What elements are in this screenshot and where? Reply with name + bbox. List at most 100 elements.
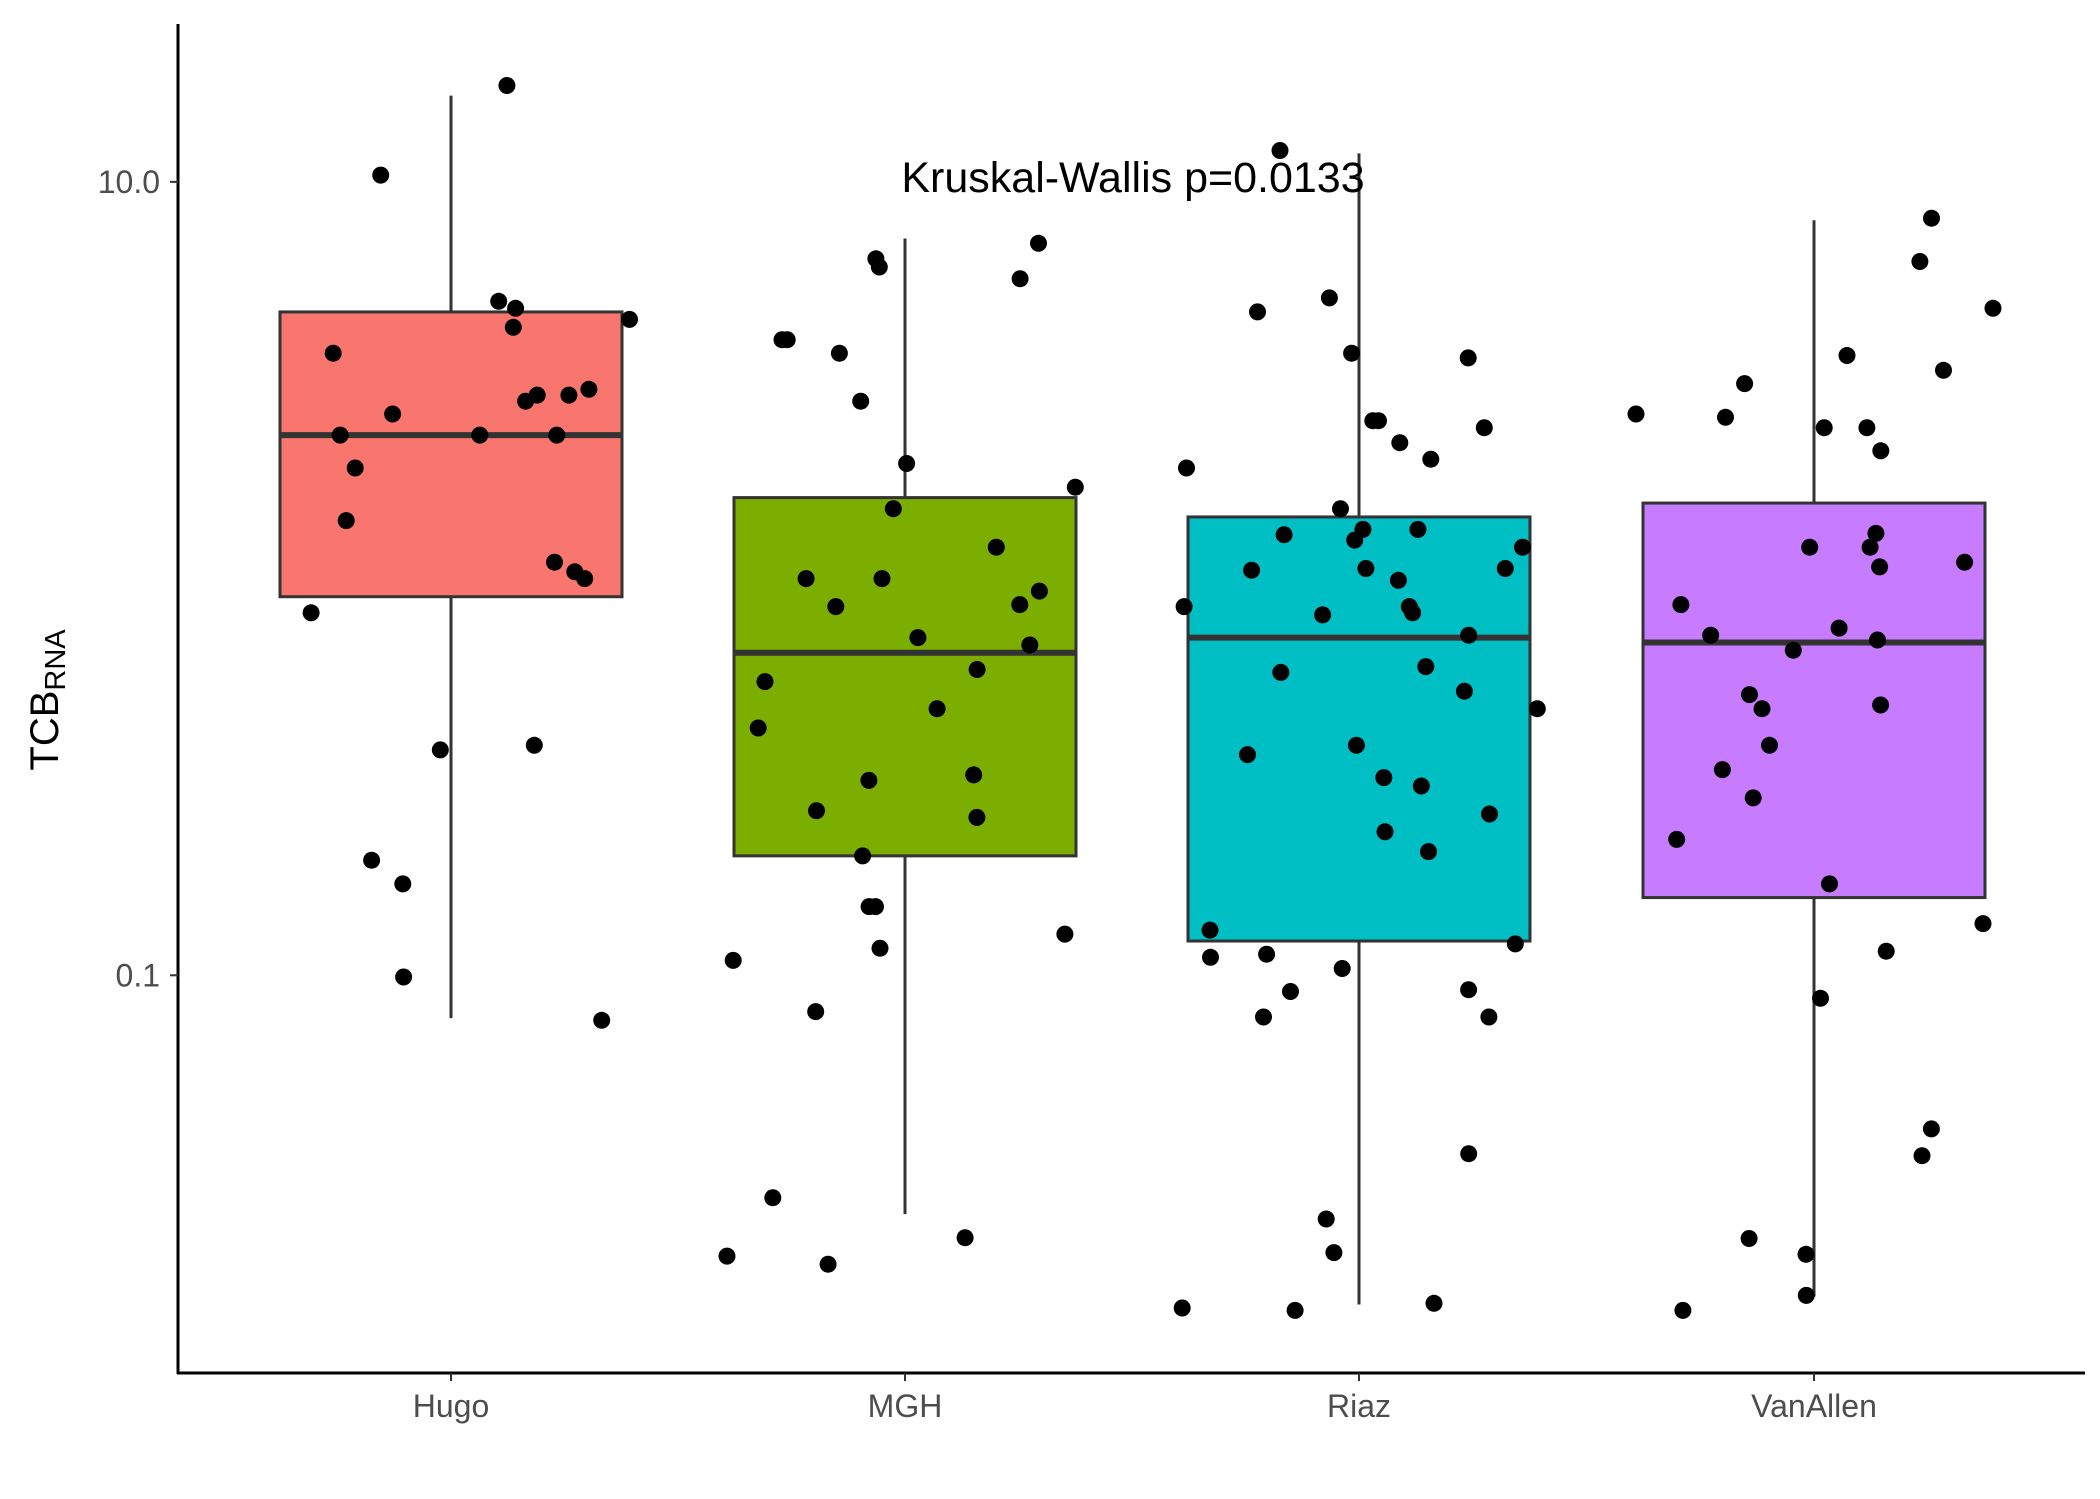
data-point-riaz-32 [1375,769,1393,787]
data-point-hugo-19 [566,563,584,581]
data-point-riaz-45 [1255,1008,1272,1026]
data-point-vanallen-3 [1838,347,1856,364]
data-point-hugo-12 [548,426,566,444]
data-point-mgh-0 [1030,234,1047,252]
kruskal-wallis-annotation: Kruskal-Wallis p=0.0133 [901,154,1364,202]
y-axis-title-subscript: RNA [40,629,72,691]
data-point-hugo-25 [395,968,413,986]
data-point-riaz-42 [1460,981,1478,999]
data-point-mgh-5 [773,331,791,349]
data-point-riaz-35 [1376,823,1394,841]
data-point-hugo-2 [490,292,508,310]
data-point-hugo-14 [471,426,489,444]
x-tick-label-mgh: MGH [868,1388,943,1424]
data-point-mgh-17 [909,629,927,647]
data-point-hugo-11 [384,405,402,423]
data-point-vanallen-19 [1869,631,1886,649]
data-point-riaz-14 [1275,526,1293,544]
data-point-vanallen-18 [1702,626,1720,644]
data-point-mgh-31 [871,939,889,957]
data-point-vanallen-11 [1867,524,1885,542]
data-point-riaz-24 [1314,606,1332,624]
data-point-mgh-30 [1056,925,1074,943]
data-point-riaz-27 [1272,663,1290,681]
data-point-vanallen-28 [1821,875,1838,893]
data-point-riaz-36 [1420,843,1437,861]
data-point-mgh-15 [1011,596,1029,614]
data-point-mgh-19 [968,661,986,678]
data-point-mgh-24 [860,771,878,789]
data-point-riaz-20 [1389,571,1407,589]
data-point-riaz-0 [1271,142,1289,159]
data-point-hugo-1 [372,166,390,184]
data-point-riaz-3 [1459,349,1477,367]
data-point-mgh-7 [852,392,870,410]
data-point-hugo-9 [560,386,578,404]
data-point-vanallen-2 [1984,299,2002,317]
data-point-hugo-15 [346,459,364,477]
data-point-vanallen-7 [1717,408,1734,426]
data-point-mgh-9 [1066,478,1084,496]
data-point-vanallen-5 [1736,375,1754,393]
data-point-riaz-30 [1347,736,1365,754]
data-point-mgh-12 [797,570,815,588]
data-point-mgh-27 [854,847,872,865]
data-point-vanallen-34 [1740,1230,1758,1247]
data-point-riaz-16 [1514,538,1531,556]
data-point-riaz-41 [1333,960,1351,977]
data-point-mgh-16 [827,598,845,616]
data-point-hugo-4 [507,299,525,317]
data-point-mgh-33 [807,1003,825,1021]
data-point-mgh-26 [808,802,825,820]
data-point-riaz-44 [1480,1008,1498,1026]
data-point-hugo-16 [337,512,355,530]
data-point-riaz-47 [1317,1210,1335,1228]
data-point-riaz-28 [1455,682,1473,700]
data-point-hugo-7 [580,380,598,398]
data-point-vanallen-21 [1741,686,1758,704]
x-ticks: Hugo MGH Riaz VanAllen [413,1373,1877,1424]
data-point-hugo-21 [431,741,449,759]
data-point-vanallen-6 [1627,405,1645,423]
data-point-riaz-26 [1417,658,1435,676]
data-point-riaz-11 [1332,500,1349,518]
data-point-mgh-29 [867,898,884,916]
data-point-riaz-4 [1343,344,1361,362]
data-point-hugo-3 [621,310,638,328]
data-point-vanallen-20 [1784,641,1802,659]
data-point-riaz-18 [1357,560,1375,577]
data-point-hugo-26 [593,1011,611,1029]
points-layer [302,77,2002,1319]
data-point-hugo-0 [498,77,516,94]
data-point-mgh-10 [884,500,902,518]
data-point-hugo-13 [331,426,349,444]
data-point-vanallen-14 [1956,553,1974,571]
data-point-riaz-23 [1404,604,1422,622]
data-point-vanallen-29 [1974,915,1992,933]
data-point-vanallen-12 [1801,538,1819,556]
y-tick-label: 10.0 [98,164,160,200]
data-point-riaz-8 [1422,450,1440,468]
data-point-vanallen-22 [1872,696,1890,714]
data-point-vanallen-27 [1668,830,1686,848]
data-point-vanallen-32 [1922,1120,1940,1138]
data-point-riaz-43 [1282,983,1299,1000]
data-point-hugo-6 [324,344,342,362]
data-point-riaz-48 [1325,1244,1343,1262]
data-point-mgh-25 [968,808,986,826]
data-point-riaz-7 [1391,434,1409,452]
data-point-vanallen-4 [1935,361,1952,379]
box-riaz [1186,515,1532,943]
data-point-mgh-32 [724,951,742,969]
data-point-riaz-6 [1475,419,1493,437]
data-point-riaz-10 [1370,412,1387,430]
data-point-riaz-21 [1175,598,1193,616]
data-point-riaz-50 [1286,1301,1304,1319]
y-axis-title: TCBRNA [23,629,72,771]
data-point-vanallen-36 [1797,1286,1815,1304]
data-point-vanallen-30 [1877,942,1895,960]
data-point-mgh-37 [819,1255,837,1273]
data-point-mgh-14 [1030,582,1048,600]
data-point-vanallen-26 [1744,789,1762,807]
